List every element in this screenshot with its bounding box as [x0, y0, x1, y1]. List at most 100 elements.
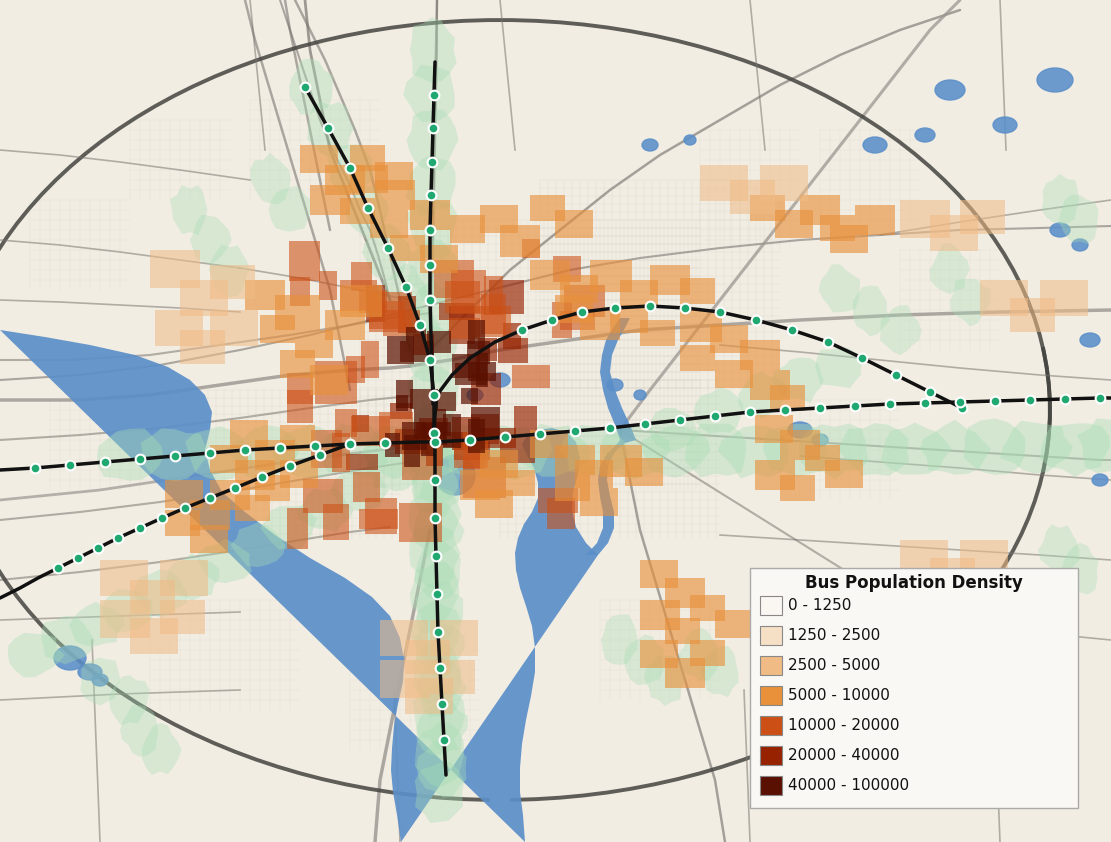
- Bar: [471, 414, 499, 444]
- Bar: [434, 260, 474, 298]
- Bar: [421, 423, 436, 456]
- Polygon shape: [881, 423, 952, 475]
- Bar: [390, 403, 412, 419]
- Bar: [380, 660, 430, 698]
- Polygon shape: [416, 582, 463, 642]
- Bar: [190, 500, 230, 530]
- Text: Bus Population Density: Bus Population Density: [804, 574, 1023, 593]
- Bar: [296, 330, 333, 358]
- Bar: [387, 336, 414, 364]
- Bar: [130, 580, 176, 614]
- Bar: [640, 600, 680, 630]
- Bar: [530, 260, 570, 290]
- Ellipse shape: [1072, 239, 1088, 251]
- Bar: [640, 320, 675, 346]
- Polygon shape: [417, 656, 468, 717]
- Bar: [332, 433, 350, 472]
- Bar: [560, 275, 598, 303]
- Bar: [710, 325, 748, 353]
- Bar: [930, 215, 978, 251]
- Bar: [556, 295, 593, 323]
- Bar: [396, 380, 413, 408]
- Polygon shape: [344, 185, 389, 241]
- Bar: [100, 600, 150, 638]
- Polygon shape: [102, 589, 152, 633]
- Bar: [503, 323, 521, 349]
- Bar: [855, 205, 895, 235]
- Bar: [467, 341, 490, 364]
- Bar: [402, 438, 442, 480]
- Bar: [280, 425, 316, 451]
- Polygon shape: [328, 145, 373, 195]
- Bar: [560, 311, 595, 330]
- Polygon shape: [585, 318, 635, 555]
- Bar: [404, 435, 420, 467]
- Bar: [396, 429, 429, 454]
- Bar: [451, 270, 486, 314]
- Polygon shape: [700, 646, 739, 697]
- Bar: [820, 215, 855, 241]
- Bar: [310, 185, 350, 215]
- Bar: [316, 361, 357, 404]
- Bar: [700, 165, 748, 201]
- Bar: [376, 162, 413, 190]
- Polygon shape: [839, 423, 909, 476]
- Bar: [547, 498, 575, 529]
- Bar: [552, 302, 572, 338]
- Bar: [600, 445, 642, 477]
- Polygon shape: [409, 280, 458, 344]
- Polygon shape: [650, 408, 697, 451]
- Polygon shape: [815, 347, 864, 388]
- Polygon shape: [409, 324, 459, 383]
- Bar: [303, 479, 343, 513]
- Ellipse shape: [935, 80, 965, 100]
- Polygon shape: [170, 185, 208, 236]
- Polygon shape: [402, 424, 471, 477]
- Bar: [690, 595, 725, 621]
- Bar: [319, 271, 337, 300]
- Bar: [564, 285, 605, 317]
- Polygon shape: [519, 424, 591, 477]
- Polygon shape: [417, 701, 468, 755]
- Polygon shape: [416, 622, 464, 677]
- Bar: [650, 265, 690, 295]
- Polygon shape: [920, 419, 991, 475]
- Bar: [210, 445, 248, 473]
- Bar: [406, 327, 426, 341]
- Polygon shape: [1059, 195, 1099, 244]
- Bar: [100, 560, 148, 596]
- Bar: [760, 716, 782, 734]
- Polygon shape: [382, 263, 428, 320]
- Polygon shape: [141, 722, 182, 775]
- Bar: [680, 310, 722, 342]
- Ellipse shape: [634, 390, 645, 400]
- Bar: [340, 280, 377, 311]
- Polygon shape: [406, 156, 456, 217]
- Bar: [160, 600, 206, 634]
- Polygon shape: [410, 17, 457, 83]
- Ellipse shape: [993, 117, 1017, 133]
- Bar: [426, 427, 443, 466]
- Bar: [760, 776, 782, 795]
- Polygon shape: [1038, 525, 1079, 576]
- Polygon shape: [718, 425, 789, 478]
- Bar: [280, 460, 318, 488]
- Ellipse shape: [490, 373, 510, 387]
- Bar: [471, 373, 501, 405]
- Polygon shape: [414, 762, 464, 823]
- Bar: [443, 414, 461, 448]
- Bar: [530, 195, 565, 221]
- Bar: [410, 389, 438, 409]
- Bar: [556, 445, 595, 475]
- Polygon shape: [409, 600, 461, 662]
- Polygon shape: [228, 425, 299, 481]
- Polygon shape: [408, 362, 460, 427]
- Bar: [456, 363, 487, 385]
- Bar: [446, 281, 480, 313]
- Bar: [287, 508, 308, 549]
- Bar: [326, 310, 366, 340]
- Polygon shape: [642, 424, 710, 477]
- Bar: [449, 306, 476, 344]
- Bar: [323, 504, 349, 540]
- Polygon shape: [0, 330, 598, 842]
